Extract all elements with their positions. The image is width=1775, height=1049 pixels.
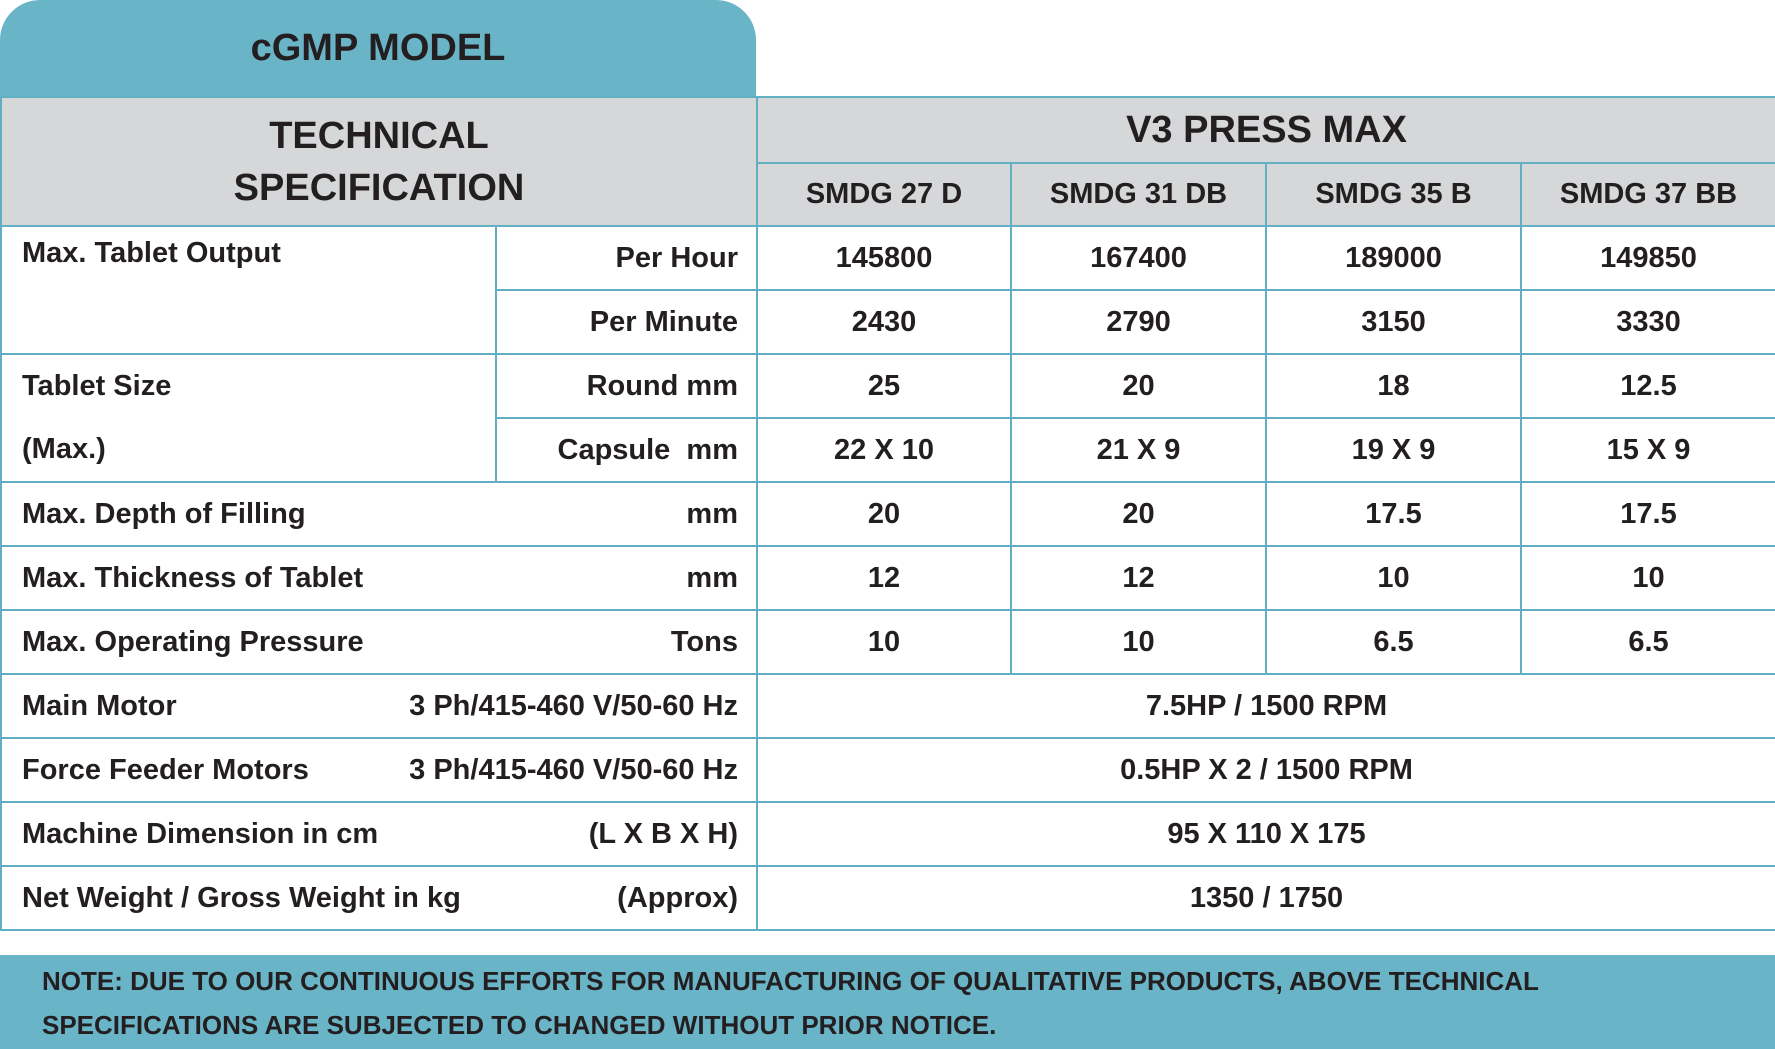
spec-row: Net Weight / Gross Weight in kg (Approx) 1…: [0, 865, 1775, 931]
row-unit: mm: [686, 561, 738, 594]
cell-value: 18: [1265, 353, 1522, 419]
row-label-cell: Max. Operating Pressure Tons: [0, 609, 758, 675]
row-label-cell: Main Motor 3 Ph/415-460 V/50-60 Hz: [0, 673, 758, 739]
row-label-cell: Max. Thickness of Tablet mm: [0, 545, 758, 611]
row-label-cell: Machine Dimension in cm (L X B X H): [0, 801, 758, 867]
row-label: Max. Depth of Filling: [22, 497, 306, 530]
cell-value: 145800: [756, 225, 1012, 291]
cell-value: 10: [1520, 545, 1775, 611]
cell-value: 21 X 9: [1010, 417, 1267, 483]
spec-row: Force Feeder Motors 3 Ph/415-460 V/50-60 …: [0, 737, 1775, 803]
cell-value: 20: [1010, 481, 1267, 547]
spec-row: Main Motor 3 Ph/415-460 V/50-60 Hz 7.5HP /…: [0, 673, 1775, 739]
spec-row: Machine Dimension in cm (L X B X H) 95 X 1…: [0, 801, 1775, 867]
model-name: SMDG 27 D: [756, 162, 1012, 227]
cell-value: 10: [1010, 609, 1267, 675]
cell-value: 149850: [1520, 225, 1775, 291]
row-unit: (Approx): [617, 881, 738, 914]
cell-value: 22 X 10: [756, 417, 1012, 483]
row-unit: 3 Ph/415-460 V/50-60 Hz: [409, 753, 738, 786]
model-name: SMDG 31 DB: [1010, 162, 1267, 227]
cell-value: 3330: [1520, 289, 1775, 355]
cell-value: 167400: [1010, 225, 1267, 291]
spec-table: TECHNICAL SPECIFICATION V3 PRESS MAX SMDG …: [0, 96, 1775, 931]
model-name: SMDG 35 B: [1265, 162, 1522, 227]
spec-row: Tablet Size Round mm 25 20 18 12.5: [0, 353, 1775, 419]
row-label: (Max.): [0, 418, 497, 483]
cell-value: 1350 / 1750: [756, 865, 1775, 931]
note-text: NOTE: DUE TO OUR CONTINUOUS EFFORTS FOR …: [42, 966, 1539, 1040]
spec-row: Max. Tablet Output Per Hour 145800 167400 18…: [0, 225, 1775, 355]
row-unit: Per Minute: [495, 289, 758, 355]
row-label: Tablet Size: [0, 353, 497, 418]
cell-value: 189000: [1265, 225, 1522, 291]
cell-value: 12: [756, 545, 1012, 611]
cell-value: 17.5: [1265, 481, 1522, 547]
label-pair: Machine Dimension in cm (L X B X H): [2, 818, 756, 851]
cell-value: 2430: [756, 289, 1012, 355]
row-label: Machine Dimension in cm: [22, 817, 379, 850]
row-unit: mm: [686, 497, 738, 530]
row-label: Force Feeder Motors: [22, 753, 309, 786]
cell-value: 10: [1265, 545, 1522, 611]
row-unit: 3 Ph/415-460 V/50-60 Hz: [409, 689, 738, 722]
model-name: SMDG 37 BB: [1520, 162, 1775, 227]
spec-row: (Max.) Capsule mm 22 X 10 21 X 9 19 X 9 15 X …: [0, 417, 1775, 483]
label-pair: Net Weight / Gross Weight in kg (Approx): [2, 882, 756, 915]
cell-value: 2790: [1010, 289, 1267, 355]
label-pair: Max. Thickness of Tablet mm: [2, 562, 756, 595]
note: NOTE: DUE TO OUR CONTINUOUS EFFORTS FOR …: [0, 955, 1775, 1049]
cell-value: 25: [756, 353, 1012, 419]
cell-value: 12.5: [1520, 353, 1775, 419]
cell-value: 6.5: [1520, 609, 1775, 675]
cell-value: 3150: [1265, 289, 1522, 355]
row-label: Max. Operating Pressure: [22, 625, 364, 658]
row-label: Max. Tablet Output: [0, 225, 497, 355]
header-row: TECHNICAL SPECIFICATION V3 PRESS MAX: [0, 96, 1775, 227]
cell-value: 20: [1010, 353, 1267, 419]
row-unit: Per Hour: [495, 225, 758, 291]
cell-value: 10: [756, 609, 1012, 675]
spec-row: Max. Depth of Filling mm 20 20 17.5 17.5: [0, 481, 1775, 547]
row-label-cell: Force Feeder Motors 3 Ph/415-460 V/50-60 …: [0, 737, 758, 803]
cell-value: 17.5: [1520, 481, 1775, 547]
cell-value: 20: [756, 481, 1012, 547]
row-label-cell: Net Weight / Gross Weight in kg (Approx): [0, 865, 758, 931]
product-heading: V3 PRESS MAX: [756, 96, 1775, 164]
row-label: Main Motor: [22, 689, 177, 722]
cell-value: 15 X 9: [1520, 417, 1775, 483]
cell-value: 7.5HP / 1500 RPM: [756, 673, 1775, 739]
row-unit: Capsule mm: [495, 417, 758, 483]
row-unit: Tons: [670, 625, 738, 658]
model-tab: cGMP MODEL: [0, 0, 756, 96]
row-label: Net Weight / Gross Weight in kg: [22, 881, 461, 914]
cell-value: 12: [1010, 545, 1267, 611]
label-pair: Max. Depth of Filling mm: [2, 498, 756, 531]
row-label-cell: Max. Depth of Filling mm: [0, 481, 758, 547]
spec-row: Max. Operating Pressure Tons 10 10 6.5 6.5: [0, 609, 1775, 675]
row-label: Max. Thickness of Tablet: [22, 561, 364, 594]
cell-value: 6.5: [1265, 609, 1522, 675]
model-row: SMDG 27 D SMDG 31 DB SMDG 35 B SMDG 37 BB: [1, 162, 1775, 227]
label-pair: Force Feeder Motors 3 Ph/415-460 V/50-60 …: [2, 754, 756, 787]
row-unit: Round mm: [495, 353, 758, 419]
label-pair: Main Motor 3 Ph/415-460 V/50-60 Hz: [2, 690, 756, 723]
label-pair: Max. Operating Pressure Tons: [2, 626, 756, 659]
cell-value: 19 X 9: [1265, 417, 1522, 483]
spec-row: Max. Thickness of Tablet mm 12 12 10 10: [0, 545, 1775, 611]
spec-heading: TECHNICAL SPECIFICATION: [0, 96, 758, 227]
cell-value: 95 X 110 X 175: [756, 801, 1775, 867]
spec-row: Per Minute 2430 2790 3150 3330: [1, 289, 1775, 355]
cell-value: 0.5HP X 2 / 1500 RPM: [756, 737, 1775, 803]
row-unit: (L X B X H): [588, 817, 738, 850]
